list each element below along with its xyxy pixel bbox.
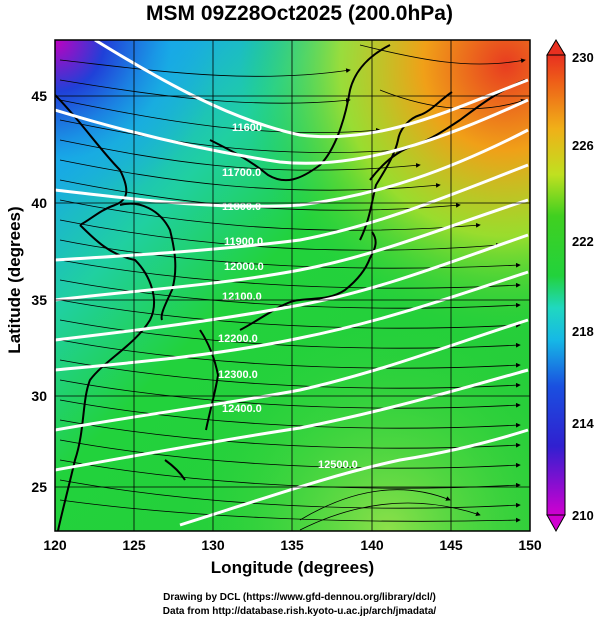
plot-area: 11600 11700.0 11800.0 11900.0 12000.0 12… (55, 40, 530, 531)
x-tick-label: 140 (360, 537, 384, 553)
credit-line: Drawing by DCL (https://www.gfd-dennou.o… (163, 592, 436, 603)
contour-label: 12500.0 (318, 459, 358, 471)
colorbar-label: 230 (572, 50, 594, 65)
colorbar-label: 210 (572, 508, 594, 523)
contour-label: 12000.0 (224, 261, 264, 273)
y-tick-label: 30 (31, 388, 47, 404)
contour-label: 11700.0 (222, 167, 261, 179)
x-tick-label: 145 (439, 537, 463, 553)
colorbar-label: 214 (572, 416, 594, 431)
colorbar: 230 226 222 218 214 210 (546, 39, 594, 533)
colorbar-label: 218 (572, 324, 594, 339)
height-contours (55, 40, 529, 527)
map-title: MSM 09Z28Oct2025 (200.0hPa) (146, 2, 453, 25)
colorbar-label: 222 (572, 234, 594, 249)
x-tick-label: 120 (43, 537, 67, 553)
colorbar-min-arrow (546, 514, 566, 533)
x-tick-label: 150 (518, 537, 542, 553)
x-axis-label: Longitude (degrees) (210, 558, 375, 577)
y-tick-label: 40 (31, 195, 47, 211)
contour-label: 11800.0 (222, 201, 261, 213)
y-tick-label: 45 (31, 88, 47, 104)
y-tick-label: 25 (31, 479, 47, 495)
colorbar-max-arrow (546, 39, 566, 56)
plot-frame (54, 39, 531, 532)
wind-streamlines (59, 44, 526, 531)
contour-label: 12300.0 (218, 369, 258, 381)
colorbar-gradient (546, 54, 566, 516)
contour-label: 11900.0 (224, 236, 263, 248)
x-tick-label: 130 (201, 537, 225, 553)
contour-label: 12400.0 (222, 403, 262, 415)
colorbar-label: 226 (572, 138, 594, 153)
contour-label: 11600 (232, 122, 262, 134)
graticule (55, 40, 530, 531)
y-axis: 25 30 35 40 45 (31, 88, 47, 495)
contour-label: 12100.0 (222, 291, 262, 303)
x-tick-label: 135 (280, 537, 304, 553)
contour-labels: 11600 11700.0 11800.0 11900.0 12000.0 12… (218, 122, 358, 471)
y-axis-label: Latitude (degrees) (5, 206, 24, 354)
contour-label: 12200.0 (218, 333, 258, 345)
coastlines (55, 44, 526, 531)
credit-line: Data from http://database.rish.kyoto-u.a… (162, 606, 437, 617)
x-axis: 120 125 130 135 140 145 150 (43, 537, 542, 553)
y-tick-label: 35 (31, 292, 47, 308)
x-tick-label: 125 (122, 537, 146, 553)
